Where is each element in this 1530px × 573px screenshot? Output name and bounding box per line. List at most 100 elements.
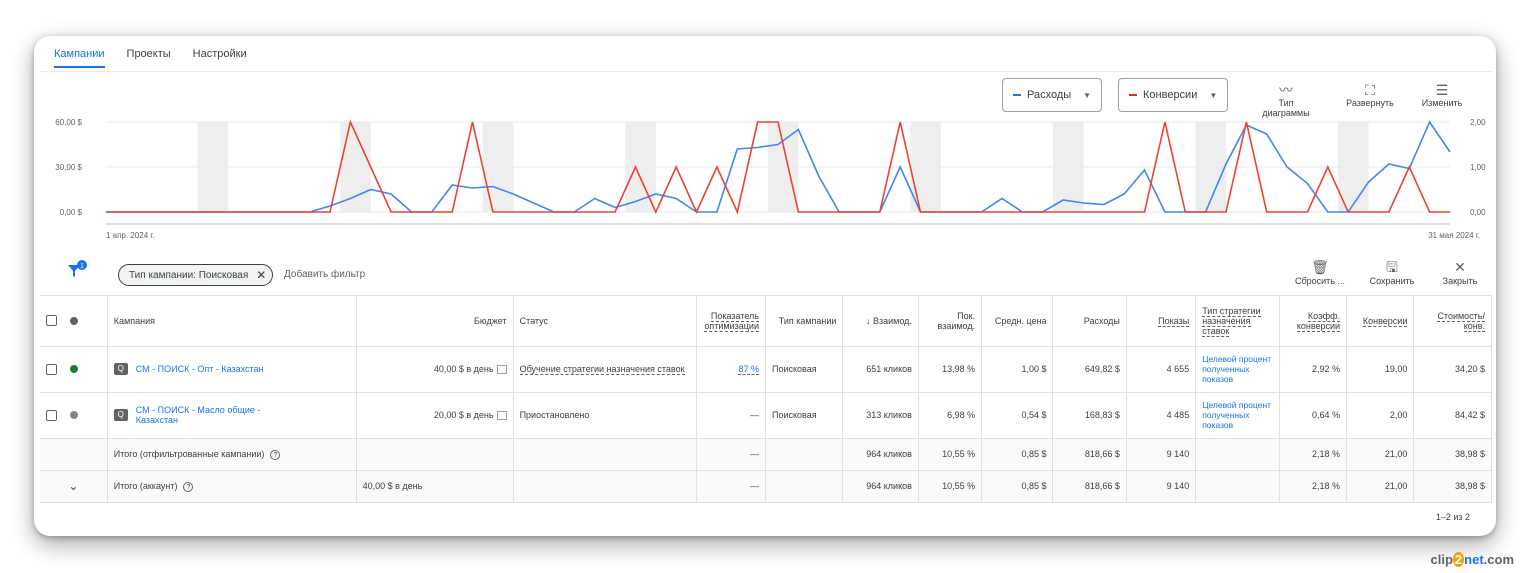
metric2-label: Конверсии [1143,89,1198,101]
expand-button[interactable]: ⛶ Развернуть [1340,82,1400,108]
watermark-part-b: 2 [1452,552,1465,567]
totals-budget [356,438,514,471]
header-avg-cost[interactable]: Средн. цена [981,296,1054,347]
header-score[interactable]: Показатель оптимизации [696,296,766,347]
totals-impr: 9 140 [1126,438,1197,471]
conv-rate-cell: 2,92 % [1279,346,1348,393]
conversions-cell: 2,00 [1346,392,1415,439]
impr-cell: 4 655 [1126,346,1197,393]
chart-type-button[interactable]: 〰 Тип диаграммы [1256,82,1316,118]
totals-score: — [696,470,766,503]
metric1-selector[interactable]: Расходы ▼ [1002,78,1103,112]
totals-int-rate: 10,55 % [918,470,983,503]
header-strategy[interactable]: Тип стратегии назначения ставок [1195,296,1280,347]
score-cell: 87 % [696,346,766,393]
expand-label: Развернуть [1346,98,1394,108]
header-int-rate[interactable]: Пок. взаимод. [918,296,983,347]
strategy-link[interactable]: Целевой процент полученных показов [1202,354,1272,384]
header-type[interactable]: Тип кампании [765,296,844,347]
table-header-row: Кампания Бюджет Статус Показатель оптими… [40,296,1492,347]
reset-button[interactable]: 🗑 Сбросить ... [1288,258,1352,286]
header-score-label: Показатель оптимизации [704,310,759,332]
budget-chart-icon[interactable] [496,411,507,421]
save-filter-button[interactable]: 🖫 Сохранить [1360,258,1424,286]
budget-cell: 40,00 $ в день [356,346,514,393]
strategy-cell: Целевой процент полученных показов [1195,392,1280,439]
score-value[interactable]: 87 % [738,364,759,375]
close-filter-button[interactable]: ✕ Закрыть [1434,258,1486,286]
table-row: Q СМ - ПОИСК - Опт - Казахстан 40,00 $ в… [40,346,1492,393]
row-checkbox[interactable] [46,363,57,375]
totals-label-cell: Итого (отфильтрованные кампании)? [107,438,357,471]
header-campaign[interactable]: Кампания [107,296,357,347]
header-status[interactable]: Статус [513,296,698,347]
budget-chart-icon[interactable] [496,365,507,375]
save-label: Сохранить [1369,276,1415,286]
close-icon[interactable]: ✕ [256,268,267,282]
row-select [40,392,108,439]
filter-icon[interactable]: 1 [66,260,88,282]
totals-row-account: ⌄ Итого (аккаунт)? 40,00 $ в день — 964 … [40,470,1492,503]
header-budget[interactable]: Бюджет [356,296,514,347]
campaign-cell: Q СМ - ПОИСК - Опт - Казахстан [107,346,357,393]
strategy-link[interactable]: Целевой процент полученных показов [1202,400,1272,430]
status-dot-paused [69,411,78,420]
watermark-part-d: .com [1483,552,1514,567]
header-conversions-label: Конверсии [1362,315,1408,327]
strategy-cell: Целевой процент полученных показов [1195,346,1280,393]
status-value[interactable]: Обучение стратегии назначения ставок [519,364,685,375]
metric2-selector[interactable]: Конверсии ▼ [1118,78,1229,112]
filter-chip[interactable]: Тип кампании: Поисковая ✕ [118,264,274,286]
row-select [40,346,108,393]
help-icon[interactable]: ? [183,481,194,492]
status-header-dot [69,316,78,325]
totals-cost: 818,66 $ [1052,470,1127,503]
y-tick-left: 30,00 $ [55,163,82,172]
tab-campaigns[interactable]: Кампании [54,48,105,68]
chevron-down-icon: ▼ [1083,90,1092,100]
totals-avg-cost: 0,85 $ [981,438,1054,471]
help-icon[interactable]: ? [270,449,281,460]
budget-value: 40,00 $ в день [433,363,494,374]
header-cost-conv[interactable]: Стоимость/ конв. [1413,296,1492,347]
campaign-name-link[interactable]: СМ - ПОИСК - Масло общие - Казахстан [135,405,261,425]
conversions-cell: 19,00 [1346,346,1415,393]
watermark-part-a: clip [1430,552,1453,567]
x-tick-end: 31 мая 2024 г. [1428,231,1480,240]
totals-row-filtered: Итого (отфильтрованные кампании)? — 964 … [40,438,1492,471]
totals-conversions: 21,00 [1346,438,1415,471]
totals-avg-cost: 0,85 $ [981,470,1054,503]
totals-conv-rate: 2,18 % [1279,470,1348,503]
close-label: Закрыть [1442,276,1478,286]
type-cell: Поисковая [765,392,844,439]
edit-chart-button[interactable]: ☰ Изменить [1412,82,1472,108]
campaign-name-link[interactable]: СМ - ПОИСК - Опт - Казахстан [135,364,264,374]
delete-icon: 🗑 [1311,259,1329,275]
watermark-part-c: net [1464,552,1484,567]
header-conv-rate-label: Коэфф. конверсии [1296,310,1341,332]
metric2-swatch [1129,94,1137,96]
totals-spacer [40,438,108,471]
totals-budget: 40,00 $ в день [356,470,514,503]
header-conv-rate[interactable]: Коэфф. конверсии [1279,296,1348,347]
header-cost[interactable]: Расходы [1052,296,1127,347]
select-all-checkbox[interactable] [46,315,57,327]
tab-settings[interactable]: Настройки [192,48,247,60]
totals-interactions: 964 кликов [842,470,919,503]
header-conversions[interactable]: Конверсии [1346,296,1415,347]
add-filter-link[interactable]: Добавить фильтр [284,269,366,280]
header-interactions[interactable]: ↓ Взаимод. [842,296,919,347]
tab-projects[interactable]: Проекты [126,48,171,60]
header-impr[interactable]: Показы [1126,296,1197,347]
tabs-divider [40,71,1492,72]
avg-cost-cell: 1,00 $ [981,346,1054,393]
totals-label: Итого (отфильтрованные кампании) [113,448,265,459]
totals-conv-rate: 2,18 % [1279,438,1348,471]
cost-cell: 168,83 $ [1052,392,1127,439]
cost-conv-cell: 84,42 $ [1413,392,1492,439]
cost-conv-cell: 34,20 $ [1413,346,1492,393]
close-icon: ✕ [1454,259,1466,275]
chevron-down-icon[interactable]: ⌄ [40,470,108,503]
row-checkbox[interactable] [46,409,57,421]
y-tick-left: 0,00 $ [60,208,83,217]
